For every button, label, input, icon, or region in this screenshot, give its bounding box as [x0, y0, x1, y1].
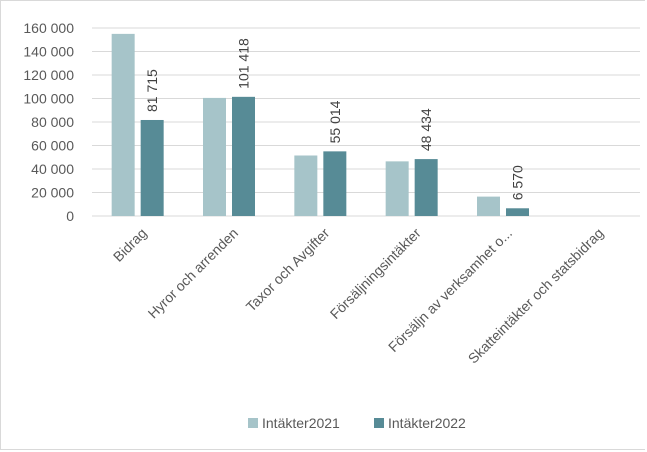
- bar: [323, 151, 347, 216]
- bar: [385, 161, 409, 216]
- bar: [111, 33, 135, 216]
- bar: [414, 159, 438, 216]
- category-label: Försäljningsintäkter: [327, 225, 424, 322]
- bar: [294, 155, 318, 216]
- category-label: Hyror och arrenden: [145, 225, 242, 322]
- y-tick-label: 40 000: [31, 161, 74, 177]
- data-label: 101 418: [236, 38, 252, 89]
- y-tick-label: 120 000: [23, 67, 74, 83]
- category-label: Bidrag: [110, 225, 150, 265]
- y-tick-label: 160 000: [23, 20, 74, 36]
- legend-label: Intäkter2022: [388, 415, 466, 431]
- y-tick-label: 80 000: [31, 114, 74, 130]
- data-label: 48 434: [418, 108, 434, 151]
- legend-swatch: [248, 418, 258, 428]
- data-label: 55 014: [327, 100, 343, 143]
- data-label: 6 570: [510, 165, 526, 200]
- bar: [506, 208, 529, 216]
- bar: [203, 97, 226, 216]
- bar: [232, 96, 255, 216]
- y-tick-label: 140 000: [23, 44, 74, 60]
- y-tick-label: 20 000: [31, 185, 74, 201]
- bar: [477, 196, 500, 216]
- y-tick-label: 60 000: [31, 138, 74, 154]
- legend-swatch: [374, 418, 384, 428]
- y-tick-label: 0: [66, 208, 74, 224]
- bar: [140, 119, 164, 216]
- data-label: 81 715: [144, 69, 160, 112]
- legend-label: Intäkter2021: [262, 415, 340, 431]
- y-tick-label: 100 000: [23, 91, 74, 107]
- category-label: Taxor och Avgifter: [243, 225, 333, 315]
